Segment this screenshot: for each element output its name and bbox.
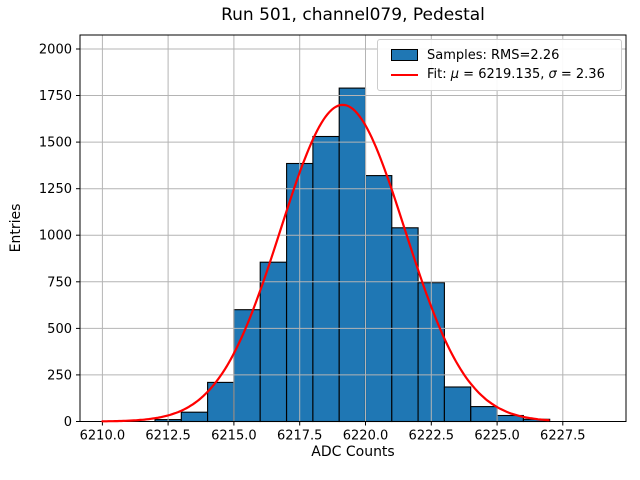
histogram-bar: [207, 381, 235, 423]
sigma-symbol: σ: [548, 67, 557, 83]
histogram-bar: [364, 175, 393, 423]
chart-title: Run 501, channel079, Pedestal: [221, 5, 485, 25]
histogram-bar: [338, 87, 367, 423]
sigma-value: = 2.36: [556, 67, 605, 83]
tick-labels-group: 6210.0 6212.5 6215.0 6217.5 6220.0 6222.5 6225…: [39, 43, 586, 444]
histogram-bars-group: [154, 87, 551, 423]
x-tick-label: 6212.5: [145, 429, 191, 444]
x-tick-label: 6215.0: [211, 429, 257, 444]
tick-marks-group: [76, 48, 564, 426]
x-tick-label: 6210.0: [80, 429, 126, 444]
fit-line-swatch: [391, 73, 418, 76]
legend-entry-samples: Samples: RMS=2.26: [391, 48, 615, 63]
fit-label-prefix: Fit:: [427, 67, 451, 83]
y-tick-label: 0: [64, 415, 72, 430]
x-tick-label: 6225.0: [474, 429, 520, 444]
x-tick-label: 6222.5: [409, 429, 455, 444]
plot-border: [79, 34, 627, 422]
y-tick-label: 1500: [39, 136, 72, 151]
histogram-bar: [470, 406, 498, 423]
x-tick-label: 6227.5: [540, 429, 586, 444]
histogram-bar: [259, 261, 288, 423]
samples-swatch: [391, 49, 418, 62]
y-tick-label: 1250: [39, 182, 72, 197]
x-axis-label: ADC Counts: [311, 444, 395, 460]
x-tick-label: 6220.0: [343, 429, 389, 444]
y-tick-label: 1750: [39, 89, 72, 104]
y-tick-label: 500: [47, 322, 72, 337]
histogram-bar: [312, 135, 340, 423]
y-tick-label: 250: [47, 368, 72, 383]
legend-entry-fit: Fit: μ = 6219.135, σ = 2.36: [391, 67, 615, 82]
histogram-bar: [443, 386, 472, 423]
histogram-bar: [180, 411, 209, 423]
x-tick-label: 6217.5: [277, 429, 323, 444]
legend-box: Samples: RMS=2.26 Fit: μ = 6219.135, σ =…: [377, 39, 622, 91]
y-tick-label: 2000: [39, 43, 72, 58]
mu-value: = 6219.135,: [459, 67, 549, 83]
fit-curve: [101, 103, 550, 423]
y-axis-label: Entries: [8, 203, 24, 253]
mu-symbol: μ: [450, 67, 460, 83]
legend-fit-label: Fit: μ = 6219.135, σ = 2.36: [427, 67, 605, 82]
y-tick-label: 1000: [39, 229, 72, 244]
y-tick-label: 750: [47, 275, 72, 290]
legend-samples-label: Samples: RMS=2.26: [427, 47, 560, 63]
